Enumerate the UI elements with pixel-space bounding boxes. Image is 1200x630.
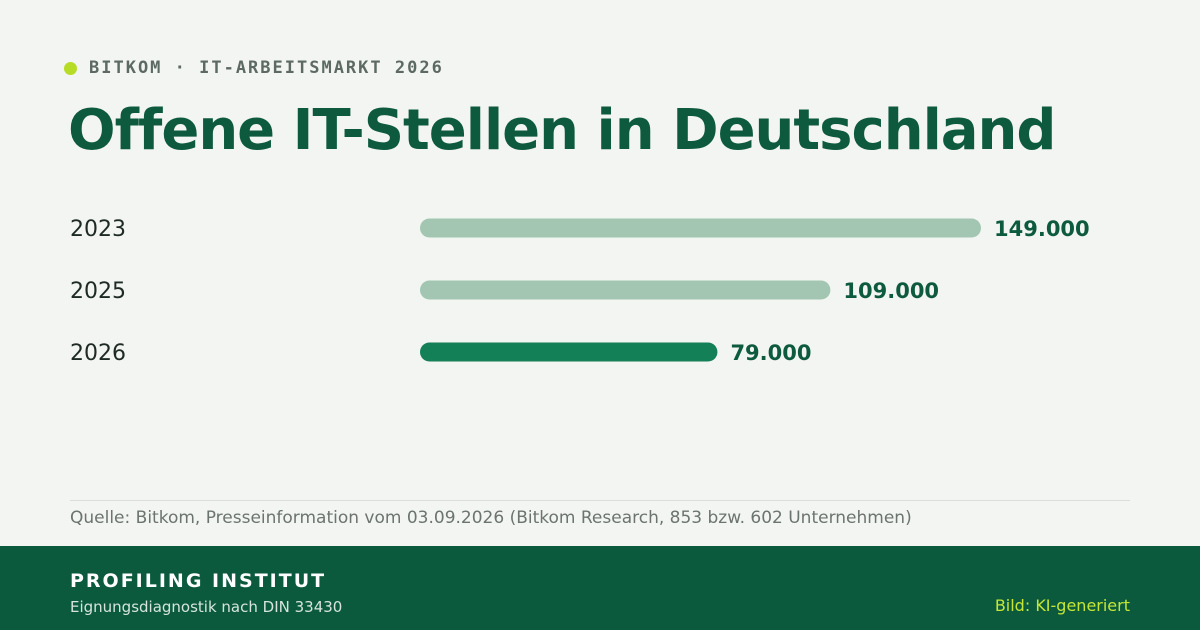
- footer: PROFILING INSTITUT Eignungsdiagnostik na…: [0, 546, 1200, 630]
- bar-2025: [420, 280, 831, 300]
- bar-2026: [420, 342, 718, 362]
- page-title: Offene IT-Stellen in Deutschland: [68, 98, 1057, 163]
- value-label-2026: 79.000: [730, 341, 811, 365]
- org-subtitle: Eignungsdiagnostik nach DIN 33430: [70, 598, 343, 616]
- source-note: Quelle: Bitkom, Presseinformation vom 03…: [70, 508, 912, 528]
- org-name: PROFILING INSTITUT: [70, 570, 327, 592]
- accent-dot-icon: [64, 61, 77, 75]
- divider: [70, 500, 1130, 501]
- image-credit: Bild: KI-generiert: [994, 596, 1130, 615]
- category-label-2026: 2026: [70, 341, 126, 366]
- category-label-2023: 2023: [70, 217, 126, 242]
- kicker-text: BITKOM · IT-ARBEITSMARKT 2026: [89, 58, 444, 78]
- bar-2023: [420, 218, 981, 238]
- value-label-2023: 149.000: [994, 217, 1090, 241]
- kicker: BITKOM · IT-ARBEITSMARKT 2026: [64, 58, 444, 78]
- bar-chart: 2023 149.000 2025 109.000 2026 79.000: [70, 217, 1090, 366]
- category-label-2025: 2025: [70, 279, 126, 304]
- value-label-2025: 109.000: [843, 279, 939, 303]
